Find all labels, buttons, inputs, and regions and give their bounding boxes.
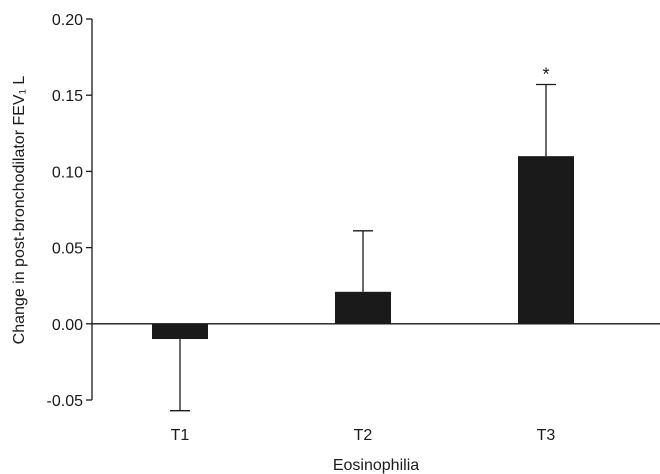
bars <box>152 156 574 340</box>
annotations: * <box>542 65 549 85</box>
y-axis: -0.05 0.00 0.05 0.10 0.15 0.20 <box>47 12 93 410</box>
x-tick-label: T3 <box>537 427 556 444</box>
x-axis-title: Eosinophilia <box>333 457 419 474</box>
x-tick-labels: T1 T2 T3 <box>171 427 556 444</box>
y-tick-label: 0.20 <box>52 12 83 29</box>
y-tick-label: -0.05 <box>47 393 84 410</box>
bar-t2 <box>335 291 391 324</box>
significance-marker: * <box>542 65 549 85</box>
x-tick-label: T1 <box>171 427 190 444</box>
y-axis-title: Change in post-bronchodilator FEV₁ L <box>11 76 28 345</box>
x-tick-label: T2 <box>354 427 373 444</box>
y-tick-label: 0.05 <box>52 241 83 258</box>
bar-t3 <box>518 156 574 324</box>
error-bars <box>170 83 556 412</box>
y-tick-label: 0.00 <box>52 317 83 334</box>
y-tick-label: 0.10 <box>52 164 83 181</box>
bar-t1 <box>152 323 208 340</box>
y-tick-label: 0.15 <box>52 88 83 105</box>
